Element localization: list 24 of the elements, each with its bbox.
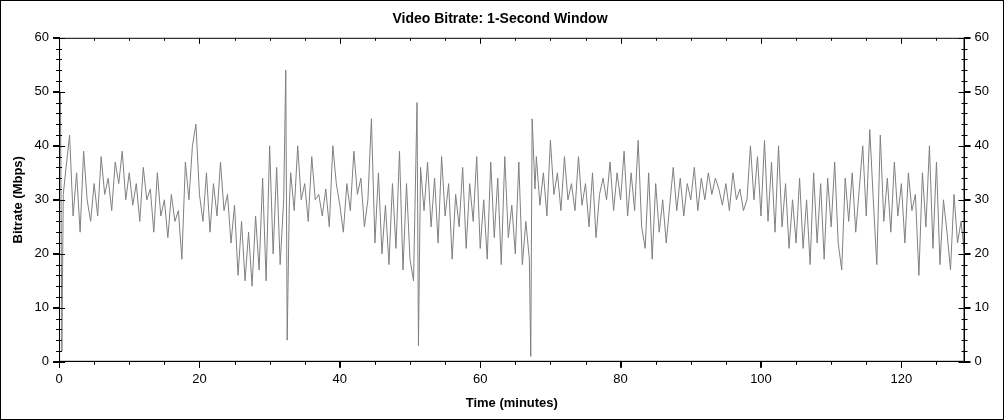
x-tick-label: 60 (472, 371, 488, 387)
y-tick-label: 20 (34, 245, 50, 261)
y2-tick-label: 50 (974, 83, 990, 99)
x-tick-label: 100 (750, 371, 772, 387)
y2-tick-label: 30 (974, 191, 990, 207)
y2-tick-label: 60 (974, 29, 990, 45)
chart-title: Video Bitrate: 1-Second Window (392, 10, 608, 27)
x-tick-label: 40 (332, 371, 348, 387)
y-tick-label: 60 (34, 29, 50, 45)
y2-tick-label: 0 (974, 353, 982, 369)
y-tick-label: 50 (34, 83, 50, 99)
y-tick-label: 10 (34, 299, 50, 315)
y-axis-title: Bitrate (Mbps) (10, 156, 26, 244)
y-tick-label: 0 (41, 353, 50, 369)
x-tick-label: 120 (890, 371, 913, 387)
x-tick-label: 80 (613, 371, 628, 387)
x-tick-label: 20 (192, 371, 207, 387)
y2-tick-label: 20 (974, 245, 990, 261)
x-axis-title: Time (minutes) (465, 394, 558, 410)
y2-tick-label: 10 (974, 299, 990, 315)
y-tick-label: 40 (34, 137, 50, 153)
y2-tick-label: 40 (974, 137, 990, 153)
x-tick-label: 0 (55, 371, 63, 387)
y-tick-label: 30 (34, 191, 50, 207)
